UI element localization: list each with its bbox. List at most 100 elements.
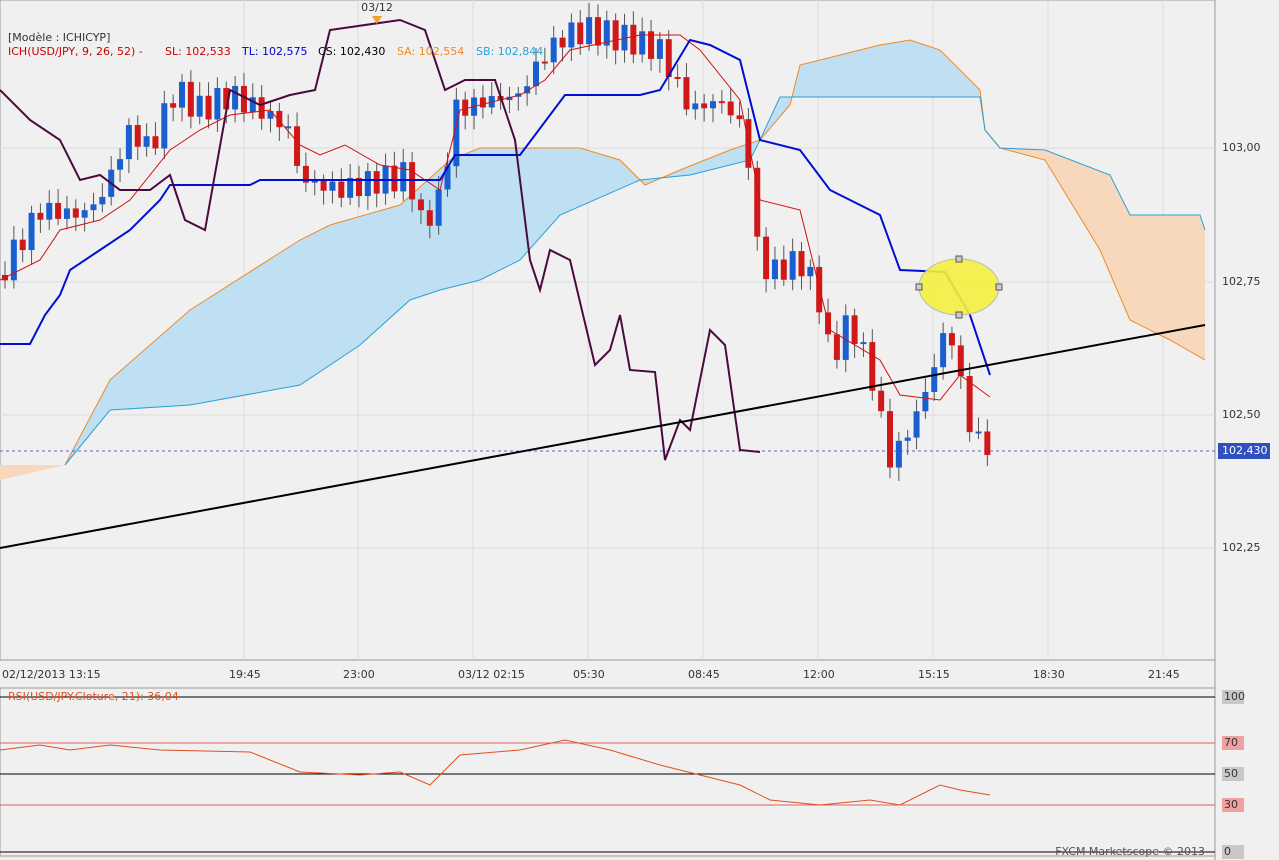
candle-body <box>373 171 380 194</box>
candle-body <box>55 202 62 219</box>
handle <box>955 255 963 263</box>
candle-body <box>869 342 876 391</box>
candle-body <box>692 103 699 110</box>
candle-body <box>940 333 947 368</box>
candle-body <box>179 81 185 108</box>
time-tick-label: 18:30 <box>1033 668 1065 681</box>
candle-body <box>320 180 327 191</box>
candle-body <box>258 97 265 119</box>
candle-body <box>577 22 584 45</box>
candle-body <box>931 367 938 392</box>
candle-body <box>435 189 442 226</box>
candle-body <box>37 212 44 220</box>
trend-line <box>0 324 1206 549</box>
candle-body <box>347 177 354 198</box>
candle-body <box>771 259 778 280</box>
candle-body <box>294 126 301 166</box>
candle-body <box>860 342 867 345</box>
time-tick-label: 02/12/2013 13:15 <box>2 668 101 681</box>
time-tick-label: 05:30 <box>573 668 605 681</box>
candle-body <box>479 97 486 108</box>
candle-body <box>196 95 203 117</box>
candle-body <box>19 239 26 251</box>
candle-body <box>816 266 823 313</box>
rsi-tag <box>1222 736 1244 750</box>
candle-body <box>736 115 743 120</box>
candle-body <box>453 99 460 167</box>
candle-body <box>187 81 194 117</box>
candle-body <box>90 204 97 211</box>
price-tick-label: 103,00 <box>1222 141 1261 154</box>
candle-body <box>975 431 982 434</box>
candle-body <box>356 177 362 197</box>
candle-body <box>586 17 593 45</box>
model-label: [Modèle : ICHICYP] <box>8 31 110 44</box>
price-tick-label: 102,50 <box>1222 408 1261 421</box>
candle-body <box>214 88 221 120</box>
candle-body <box>630 24 637 55</box>
candle-body <box>134 125 141 147</box>
price-tag <box>1218 443 1270 459</box>
time-tick-label: 23:00 <box>343 668 375 681</box>
candle-body <box>276 110 283 128</box>
time-tick-label: 03/12 02:15 <box>458 668 525 681</box>
candle-body <box>701 103 708 109</box>
candle-body <box>718 101 725 104</box>
indicator-label: ICH(USD/JPY, 9, 26, 52) - <box>8 45 143 58</box>
candle-body <box>594 17 601 46</box>
candle-body <box>683 77 690 110</box>
candle-body <box>710 101 716 109</box>
candle-body <box>161 103 168 149</box>
rsi-label: RSI(USD/JPY.Cloture, 21): 36,04 <box>8 690 179 703</box>
candle-body <box>506 96 513 101</box>
candle-body <box>152 136 159 149</box>
candle-body <box>780 259 787 280</box>
chikou-line <box>0 18 761 461</box>
time-tick-label: 15:15 <box>918 668 950 681</box>
candle-body <box>807 266 814 277</box>
date-marker-arrow <box>372 16 382 24</box>
candle-body <box>727 101 734 116</box>
date-marker: 03/12 <box>361 1 393 14</box>
candle-body <box>621 24 628 51</box>
candle-body <box>417 199 424 211</box>
candle-body <box>798 251 805 277</box>
kijun-line <box>0 38 991 376</box>
candle-body <box>550 37 557 63</box>
candle-body <box>842 315 849 360</box>
time-tick-label: 08:45 <box>688 668 720 681</box>
candle-body <box>46 202 53 220</box>
candle-body <box>240 85 247 113</box>
handle <box>915 283 923 291</box>
candle-body <box>754 167 761 237</box>
handle <box>995 283 1003 291</box>
senkou-b <box>64 96 1206 466</box>
time-tick-label: 19:45 <box>229 668 261 681</box>
candle-body <box>639 31 646 55</box>
rsi-line <box>0 739 991 806</box>
candle-body <box>922 391 929 412</box>
candle-body <box>559 37 566 48</box>
candle-body <box>205 95 212 120</box>
rsi-level-label: 50 <box>1224 767 1238 780</box>
rsi-tag <box>1222 767 1244 781</box>
tl-label: TL: 102,575 <box>241 45 308 58</box>
candle-body <box>948 333 955 346</box>
candle-body <box>311 180 318 183</box>
rsi-level-label: 30 <box>1224 798 1238 811</box>
candle-body <box>789 251 796 280</box>
candle-body <box>391 165 398 192</box>
candle-body <box>267 110 274 119</box>
rsi-level-label: 0 <box>1224 845 1231 858</box>
candle-body <box>302 165 309 183</box>
candle-body <box>72 208 79 218</box>
highlight <box>918 258 1000 316</box>
cloud-bull <box>65 40 985 465</box>
candle-body <box>285 126 292 129</box>
candle-body <box>400 162 407 192</box>
candle-body <box>851 315 858 344</box>
candle-body <box>338 181 345 198</box>
candle-body <box>895 440 902 468</box>
watermark: FXCM Marketscope © 2013 <box>1055 845 1205 858</box>
